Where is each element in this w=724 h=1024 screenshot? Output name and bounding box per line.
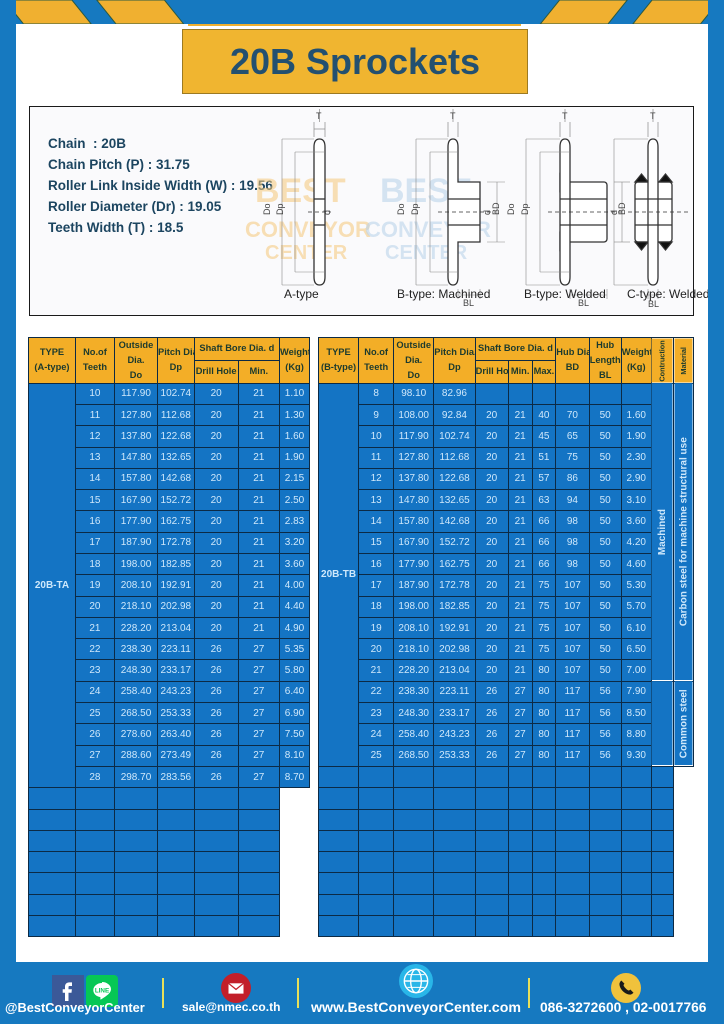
- svg-text:BD: BD: [617, 202, 627, 215]
- svg-text:Do: Do: [262, 203, 272, 215]
- svg-text:Dp: Dp: [410, 203, 420, 215]
- svg-text:CENTER: CENTER: [265, 242, 348, 264]
- svg-text:Dp: Dp: [275, 203, 285, 215]
- svg-text:Do: Do: [396, 203, 406, 215]
- svg-text:Do: Do: [506, 203, 516, 215]
- svg-text:Dp: Dp: [520, 203, 530, 215]
- svg-text:LINE: LINE: [95, 988, 109, 995]
- svg-text:d: d: [322, 210, 332, 215]
- svg-text:CONVEYOR: CONVEYOR: [245, 217, 371, 242]
- svg-text:BD: BD: [491, 202, 501, 215]
- svg-text:T: T: [562, 111, 568, 121]
- svg-text:T: T: [316, 111, 322, 121]
- svg-text:T: T: [650, 111, 656, 121]
- svg-text:T: T: [450, 111, 456, 121]
